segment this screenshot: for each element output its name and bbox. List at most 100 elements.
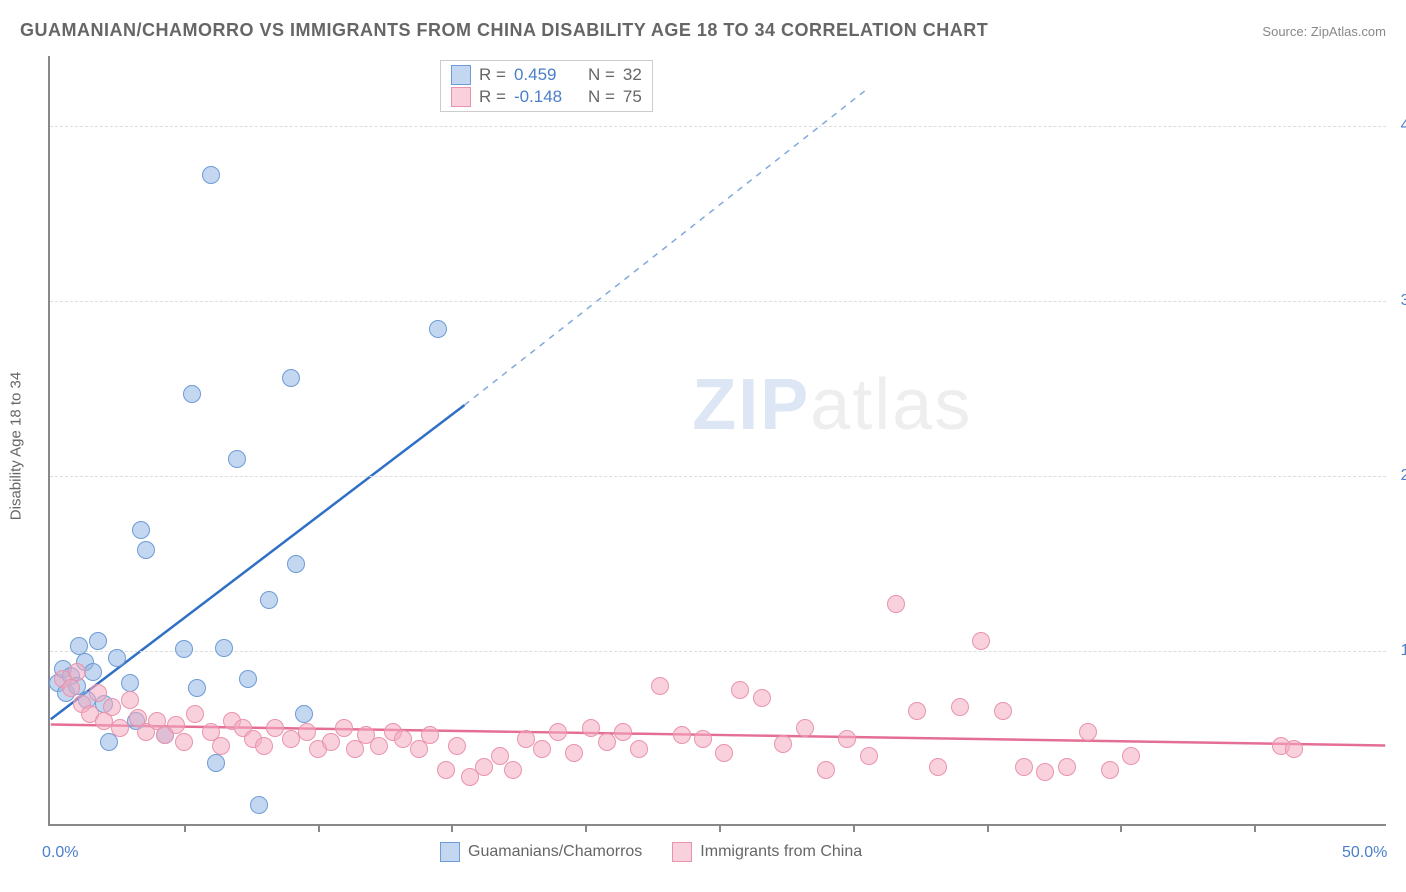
scatter-point: [186, 705, 204, 723]
legend-swatch: [440, 842, 460, 862]
scatter-point: [108, 649, 126, 667]
r-value: -0.148: [514, 87, 574, 107]
scatter-point: [260, 591, 278, 609]
trend-line-extrapolated: [464, 91, 864, 405]
chart-title: GUAMANIAN/CHAMORRO VS IMMIGRANTS FROM CH…: [20, 20, 988, 41]
x-tick: [719, 824, 721, 832]
n-label: N =: [588, 87, 615, 107]
legend-swatch: [672, 842, 692, 862]
x-tick: [1254, 824, 1256, 832]
scatter-point: [202, 166, 220, 184]
scatter-point: [533, 740, 551, 758]
gridline: [50, 126, 1386, 127]
x-tick: [585, 824, 587, 832]
y-tick-label: 10.0%: [1401, 642, 1406, 660]
correlation-legend: R =0.459N =32R =-0.148N =75: [440, 60, 653, 112]
scatter-point: [774, 735, 792, 753]
scatter-point: [250, 796, 268, 814]
scatter-point: [475, 758, 493, 776]
scatter-point: [335, 719, 353, 737]
n-label: N =: [588, 65, 615, 85]
scatter-point: [887, 595, 905, 613]
scatter-point: [1122, 747, 1140, 765]
scatter-point: [121, 691, 139, 709]
series-name: Guamanians/Chamorros: [468, 843, 642, 861]
scatter-point: [549, 723, 567, 741]
scatter-point: [89, 632, 107, 650]
x-tick: [451, 824, 453, 832]
legend-swatch: [451, 65, 471, 85]
scatter-point: [972, 632, 990, 650]
scatter-point: [68, 663, 86, 681]
scatter-point: [504, 761, 522, 779]
scatter-point: [62, 679, 80, 697]
scatter-point: [994, 702, 1012, 720]
r-value: 0.459: [514, 65, 574, 85]
scatter-point: [929, 758, 947, 776]
n-value: 75: [623, 87, 642, 107]
scatter-point: [239, 670, 257, 688]
scatter-point: [437, 761, 455, 779]
x-tick: [318, 824, 320, 832]
scatter-point: [753, 689, 771, 707]
y-tick-label: 20.0%: [1401, 467, 1406, 485]
scatter-point: [614, 723, 632, 741]
r-label: R =: [479, 65, 506, 85]
scatter-point: [731, 681, 749, 699]
plot-area: ZIPatlas 10.0%20.0%30.0%40.0%: [48, 56, 1386, 826]
x-axis-max: 50.0%: [1342, 844, 1387, 862]
x-axis-min: 0.0%: [42, 844, 78, 862]
series-name: Immigrants from China: [700, 843, 862, 861]
legend-swatch: [451, 87, 471, 107]
scatter-point: [1058, 758, 1076, 776]
scatter-point: [838, 730, 856, 748]
x-tick: [1120, 824, 1122, 832]
source-credit: Source: ZipAtlas.com: [1262, 24, 1386, 39]
scatter-point: [89, 684, 107, 702]
scatter-point: [228, 450, 246, 468]
scatter-point: [287, 555, 305, 573]
scatter-point: [215, 639, 233, 657]
series-legend-item: Guamanians/Chamorros: [440, 842, 642, 862]
scatter-point: [266, 719, 284, 737]
scatter-point: [175, 640, 193, 658]
watermark-atlas: atlas: [810, 365, 972, 445]
scatter-point: [1015, 758, 1033, 776]
scatter-point: [137, 541, 155, 559]
scatter-point: [183, 385, 201, 403]
scatter-point: [448, 737, 466, 755]
source-name: ZipAtlas.com: [1311, 24, 1386, 39]
x-tick: [987, 824, 989, 832]
scatter-point: [796, 719, 814, 737]
y-tick-label: 30.0%: [1401, 292, 1406, 310]
scatter-point: [298, 723, 316, 741]
scatter-point: [84, 663, 102, 681]
scatter-point: [1036, 763, 1054, 781]
x-tick: [184, 824, 186, 832]
x-tick: [853, 824, 855, 832]
correlation-legend-row: R = -0.148 N = 75: [451, 87, 642, 107]
scatter-point: [1101, 761, 1119, 779]
scatter-point: [860, 747, 878, 765]
trend-line: [51, 405, 465, 719]
series-legend: Guamanians/Chamorros Immigrants from Chin…: [440, 842, 862, 862]
watermark-zip: ZIP: [692, 365, 810, 445]
trend-lines: [50, 56, 1386, 824]
scatter-point: [175, 733, 193, 751]
scatter-point: [295, 705, 313, 723]
scatter-point: [421, 726, 439, 744]
watermark: ZIPatlas: [692, 364, 972, 446]
scatter-point: [817, 761, 835, 779]
r-label: R =: [479, 87, 506, 107]
scatter-point: [715, 744, 733, 762]
scatter-point: [908, 702, 926, 720]
correlation-legend-row: R =0.459N =32: [451, 65, 642, 85]
scatter-point: [1079, 723, 1097, 741]
scatter-point: [322, 733, 340, 751]
scatter-point: [132, 521, 150, 539]
scatter-point: [673, 726, 691, 744]
scatter-point: [694, 730, 712, 748]
scatter-point: [207, 754, 225, 772]
scatter-point: [394, 730, 412, 748]
gridline: [50, 476, 1386, 477]
